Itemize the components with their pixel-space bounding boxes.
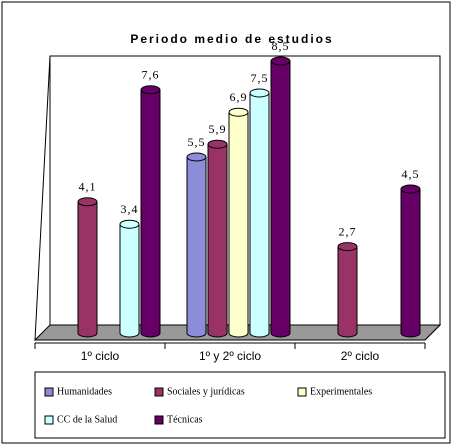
x-tick-label: 2º ciclo xyxy=(341,349,380,363)
bar-part xyxy=(229,112,248,333)
bar-part xyxy=(270,56,291,66)
legend-label: Sociales y jurídicas xyxy=(167,386,245,397)
bar xyxy=(337,242,358,338)
value-label: 7,5 xyxy=(251,71,269,85)
bar-part xyxy=(338,246,357,333)
x-tick-label: 1º y 2º ciclo xyxy=(199,349,261,363)
bar-part xyxy=(250,93,269,333)
bar-part xyxy=(337,242,358,252)
bar xyxy=(249,88,270,338)
value-label: 7,6 xyxy=(142,68,160,82)
bar-part xyxy=(140,85,161,95)
value-label: 6,9 xyxy=(230,90,248,104)
value-label: 3,4 xyxy=(121,202,139,216)
bar-part xyxy=(187,157,206,333)
bar xyxy=(140,85,161,338)
bar xyxy=(228,107,249,338)
bar-part xyxy=(271,61,290,333)
bar-part xyxy=(141,89,160,333)
value-label: 4,1 xyxy=(79,180,97,194)
chart-title: Periodo medio de estudios xyxy=(130,32,333,46)
bar-part xyxy=(249,88,270,98)
legend-label: Experimentales xyxy=(310,386,372,397)
bar-part xyxy=(119,219,140,229)
value-label: 2,7 xyxy=(339,224,357,238)
bar-part xyxy=(208,144,227,333)
bar xyxy=(119,219,140,338)
bar-part xyxy=(228,107,249,117)
bar-part xyxy=(77,197,98,207)
bar xyxy=(186,152,207,338)
bar-part xyxy=(186,152,207,162)
bar-part xyxy=(78,201,97,333)
bar-part xyxy=(401,189,420,333)
x-tick-label: 1º ciclo xyxy=(81,349,120,363)
legend-swatch xyxy=(154,415,164,425)
bar xyxy=(207,139,228,338)
legend-swatch xyxy=(297,387,307,397)
bar xyxy=(77,197,98,338)
value-label: 4,5 xyxy=(402,167,420,181)
legend-label: CC de la Salud xyxy=(57,414,117,425)
legend-swatch xyxy=(44,387,54,397)
value-label: 8,5 xyxy=(272,39,290,53)
legend xyxy=(34,371,446,439)
bar-part xyxy=(120,224,139,333)
legend-swatch xyxy=(154,387,164,397)
legend-label: Técnicas xyxy=(167,414,203,425)
bar xyxy=(400,184,421,338)
bar xyxy=(270,56,291,338)
legend-label: Humanidades xyxy=(57,386,112,397)
bar-part xyxy=(400,184,421,194)
bar-part xyxy=(207,139,228,149)
value-label: 5,9 xyxy=(209,122,227,136)
legend-swatch xyxy=(44,415,54,425)
value-label: 5,5 xyxy=(188,135,206,149)
